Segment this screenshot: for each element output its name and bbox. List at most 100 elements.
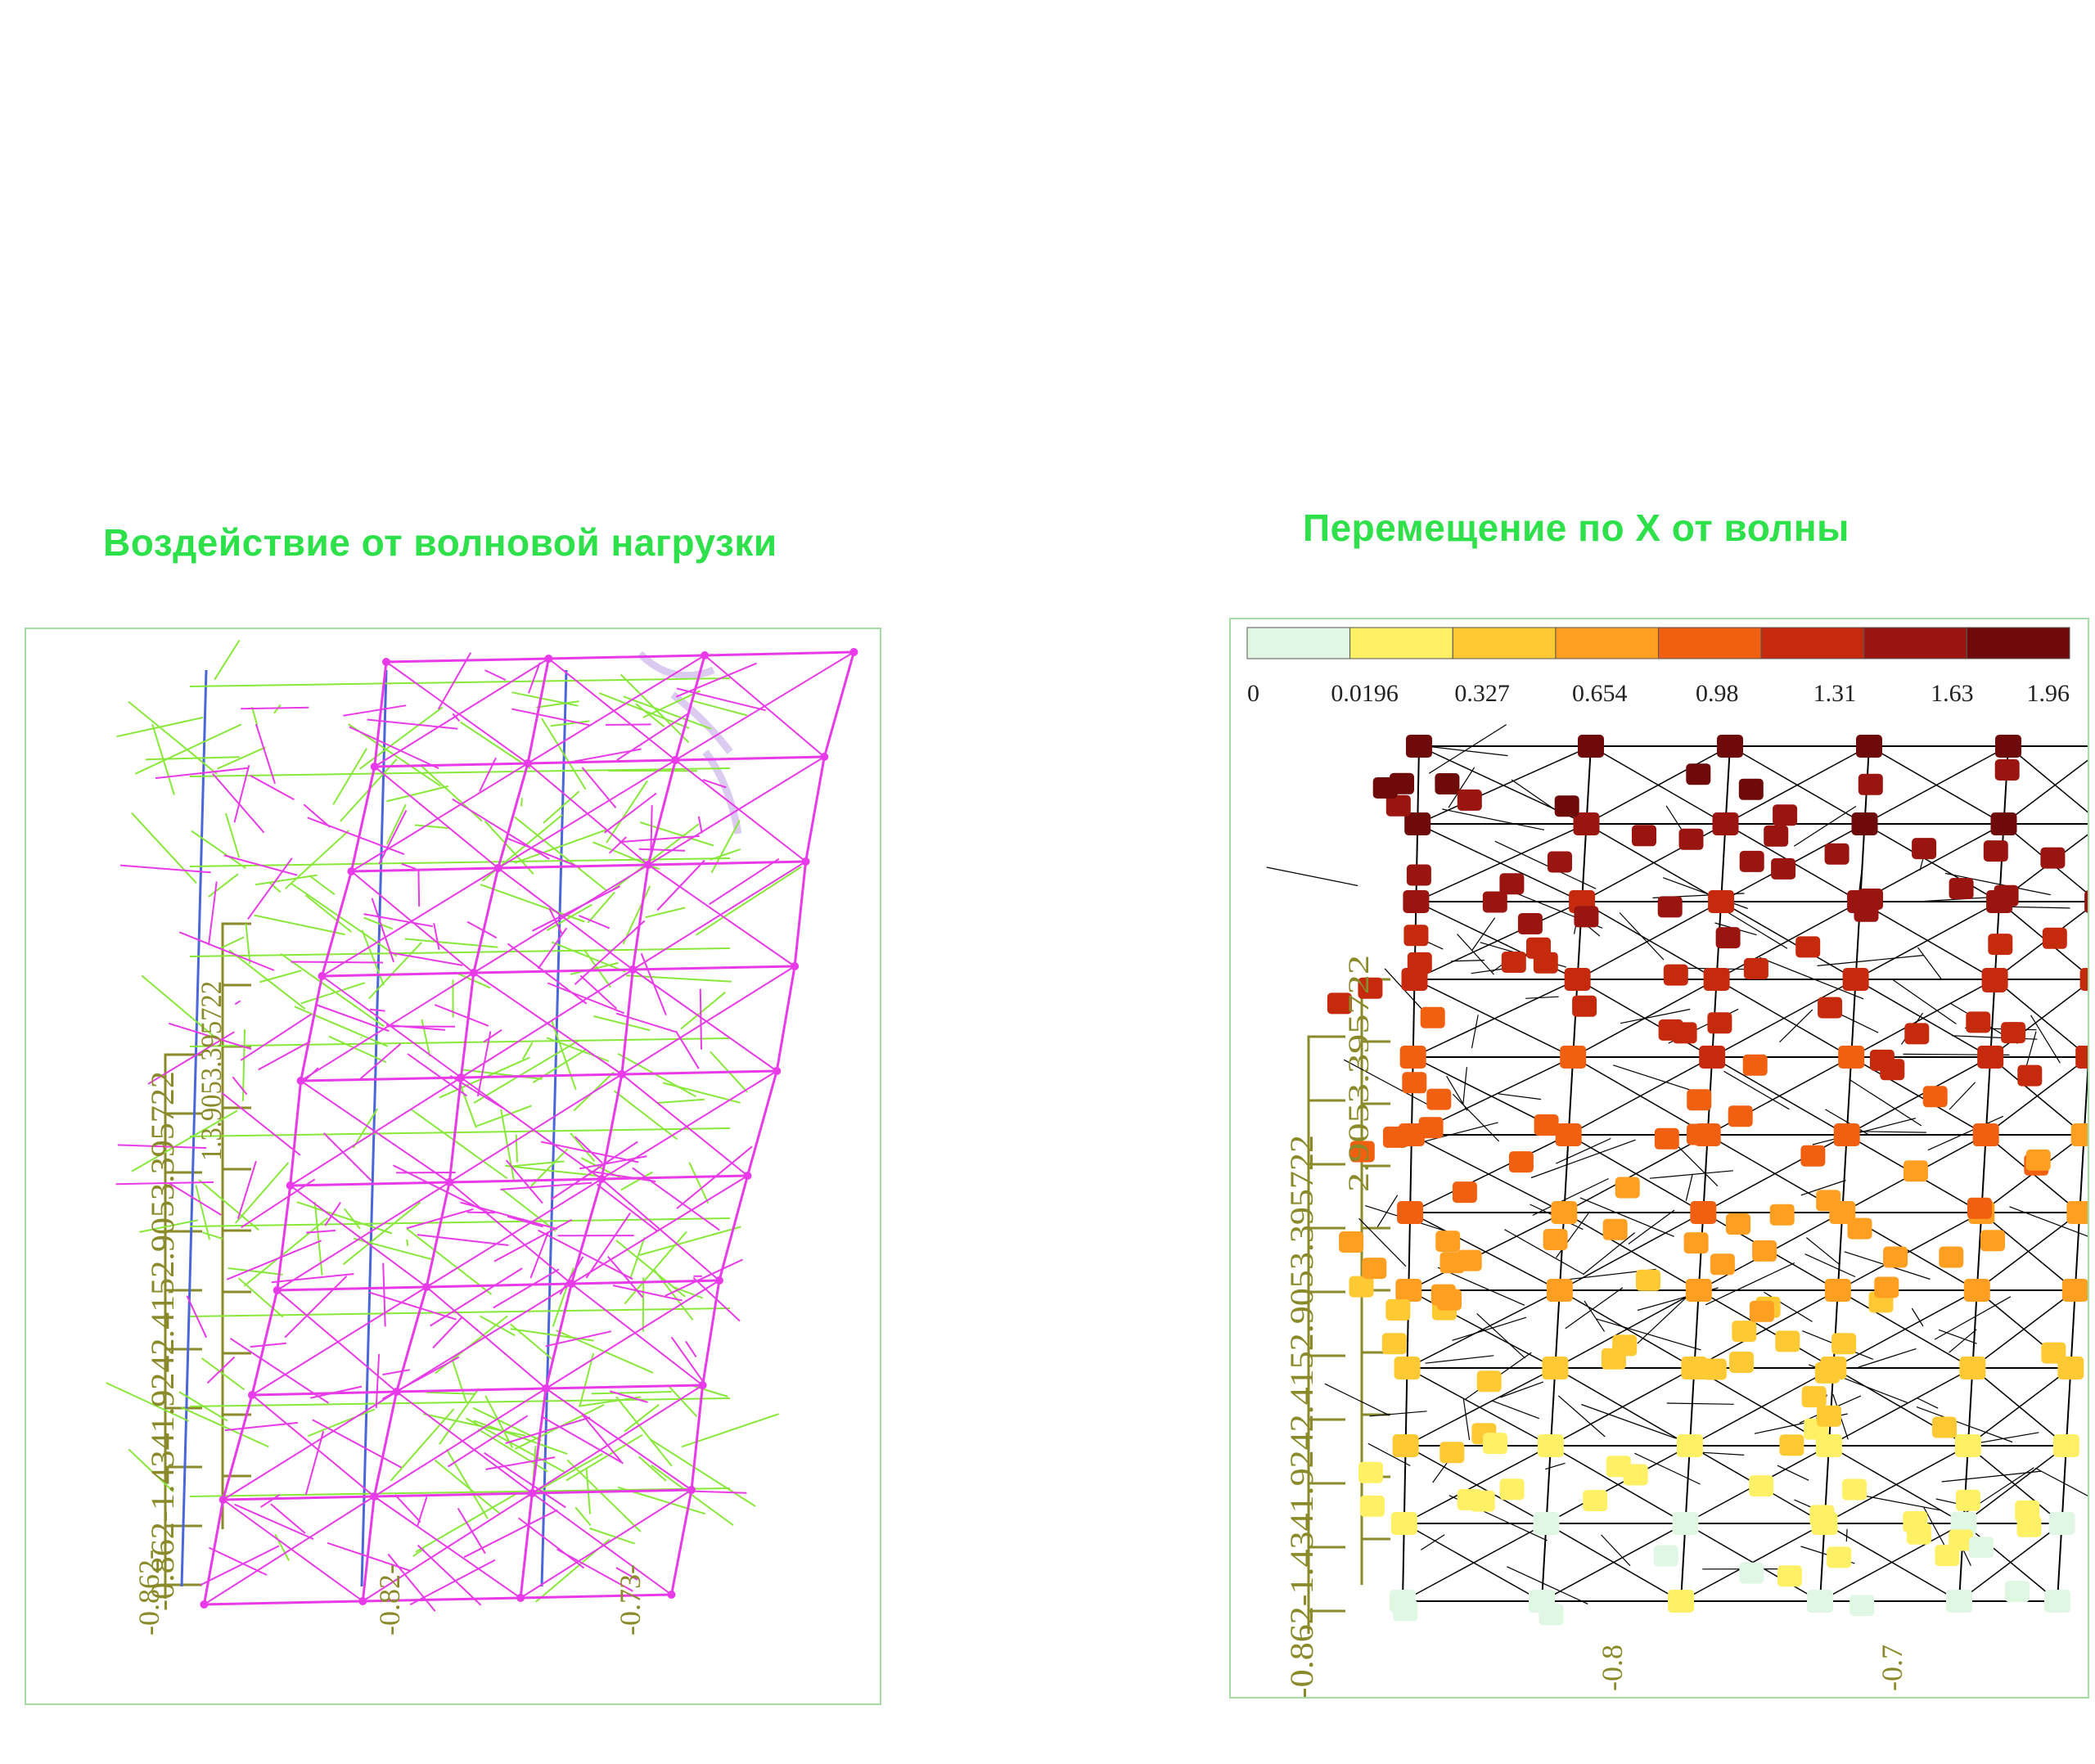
brace-line (710, 820, 741, 874)
displacement-node (1632, 825, 1656, 847)
brace-line (518, 1517, 585, 1569)
brace-line (1446, 1075, 1468, 1111)
brace-line (483, 1028, 502, 1043)
brace-line (128, 1448, 174, 1493)
brace-line (382, 1369, 410, 1376)
brace-line (439, 1388, 480, 1445)
displacement-node (1399, 1046, 1426, 1069)
inner-axis-label: 2.9053.395722 (1342, 955, 1375, 1192)
displacement-node (1903, 1510, 1928, 1532)
brace-line (1934, 1296, 2012, 1340)
displacement-node (1574, 906, 1599, 928)
frame-node (801, 857, 810, 866)
brace-line (645, 907, 686, 919)
brace-line (564, 748, 642, 764)
brace-line (529, 1231, 549, 1279)
brace-line (1837, 1212, 1982, 1291)
displacement-node (1537, 1434, 1564, 1457)
displacement-node (1818, 997, 1843, 1019)
brace-line (234, 1000, 241, 1006)
beam-line (461, 1073, 622, 1079)
brace-line (234, 1162, 290, 1224)
brace-line (639, 821, 714, 847)
brace-line (511, 708, 590, 727)
beam-line (322, 971, 474, 978)
brace-line (547, 982, 625, 1015)
brace-line (226, 1240, 322, 1280)
brace-line (1407, 1289, 1561, 1369)
displacement-node (2075, 1046, 2088, 1069)
brace-line (1556, 1137, 1611, 1164)
displacement-node (1775, 1330, 1800, 1352)
brace-line (358, 706, 444, 770)
brace-line (229, 1337, 329, 1404)
brace-line (451, 1359, 467, 1402)
brace-line (322, 1132, 372, 1181)
brace-line (394, 1494, 421, 1523)
brace-line (1550, 1367, 1695, 1447)
brace-line (271, 1273, 354, 1284)
frame-node (791, 962, 800, 970)
brace-line (421, 1019, 431, 1057)
brace-line (255, 723, 276, 785)
brace-line (361, 929, 385, 986)
beam-line (374, 1492, 533, 1498)
brace-line (650, 1438, 756, 1507)
inner-axis-label: 1.3.9053.395722 (195, 981, 228, 1161)
beam-line (374, 762, 529, 768)
displacement-node (1573, 812, 1600, 835)
brace-line (480, 884, 585, 923)
brace-line (605, 723, 651, 726)
column-line (1417, 745, 1420, 825)
frame-node (296, 1077, 305, 1085)
column-line (1832, 1289, 1839, 1369)
brace-line (514, 816, 607, 891)
brace-line (674, 759, 807, 862)
displacement-node (1420, 1006, 1445, 1028)
brace-line (589, 1528, 635, 1545)
brace-line (404, 938, 498, 948)
displacement-node (1800, 1145, 1826, 1167)
brace-line (508, 1160, 565, 1168)
column-line (1680, 1523, 1687, 1602)
brace-line (448, 1073, 623, 1183)
brace-line (367, 718, 458, 730)
brace-line (511, 691, 579, 707)
brace-line (1462, 1067, 1467, 1104)
column-line (1404, 1367, 1408, 1447)
displacement-node (1676, 1434, 1703, 1457)
brace-line (445, 1448, 489, 1519)
brace-line (363, 913, 433, 928)
displacement-node (1403, 890, 1430, 913)
brace-line (1806, 1237, 1840, 1265)
column-line (600, 1073, 624, 1180)
displacement-node (1710, 1253, 1735, 1276)
beam-line (223, 1495, 375, 1501)
frame-node (493, 864, 502, 872)
brace-line (570, 961, 619, 975)
brace-line (1916, 1406, 2013, 1443)
brace-line (505, 1159, 543, 1204)
displacement-node (1546, 1279, 1573, 1302)
brace-line (433, 923, 440, 950)
brace-line (1437, 1267, 1525, 1306)
beam-line (189, 1037, 731, 1047)
displacement-node (1678, 828, 1704, 850)
brace-line (515, 1134, 518, 1163)
displacement-node (1967, 1197, 1992, 1219)
brace-line (1620, 1008, 1691, 1024)
brace-line (374, 766, 499, 869)
brace-line (1759, 956, 1864, 1000)
column-line (544, 1283, 573, 1389)
brace-line (202, 1231, 223, 1240)
brace-line (178, 1391, 228, 1422)
displacement-node (1401, 968, 1428, 991)
brace-line (1500, 1381, 1544, 1398)
displacement-node (1707, 1012, 1732, 1034)
column-line (349, 766, 376, 872)
brace-line (1850, 979, 1995, 1058)
brace-line (493, 1268, 560, 1309)
brace-line (203, 1496, 375, 1605)
brace-line (493, 1218, 573, 1262)
brace-line (268, 881, 282, 893)
